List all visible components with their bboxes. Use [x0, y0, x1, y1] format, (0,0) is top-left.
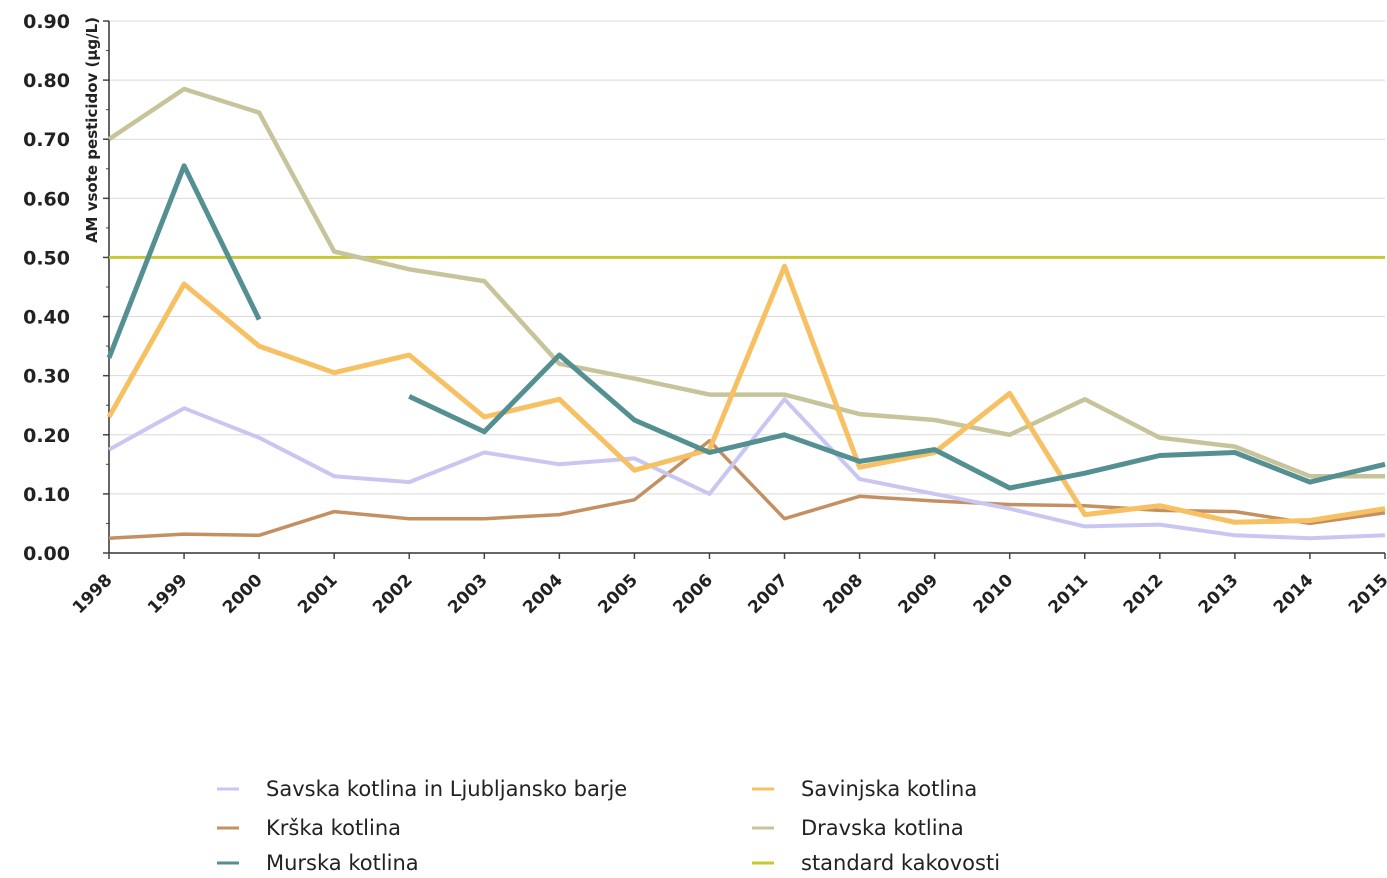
x-tick-label: 1998	[69, 570, 117, 618]
x-tick-label: 2000	[219, 570, 267, 618]
x-tick-label: 2011	[1045, 570, 1093, 618]
series-lines	[106, 86, 1386, 541]
legend-label: Dravska kotlina	[801, 816, 964, 840]
x-tick-label: 2003	[444, 570, 492, 618]
series-line	[108, 397, 1386, 541]
x-tick-label: 2005	[594, 570, 642, 618]
axes	[103, 20, 1386, 559]
x-tick-label: 1999	[144, 570, 192, 618]
x-tick-label: 2012	[1120, 570, 1168, 618]
legend-label: Murska kotlina	[266, 851, 419, 874]
x-tick-label: 2006	[669, 570, 717, 618]
series-line	[106, 163, 1386, 491]
legend-label: Savinjska kotlina	[801, 777, 977, 801]
x-tick-label: 2009	[895, 570, 943, 618]
y-tick-label: 0.40	[23, 307, 70, 329]
x-tick-label: 2001	[294, 570, 342, 618]
y-tick-label: 0.50	[23, 247, 70, 269]
legend-label: standard kakovosti	[801, 851, 1000, 874]
y-tick-label: 0.90	[23, 11, 70, 33]
x-tick-label: 2002	[369, 570, 417, 618]
x-tick-label: 2010	[970, 570, 1018, 618]
y-tick-label: 0.00	[23, 543, 70, 565]
x-tick-label: 2013	[1195, 570, 1243, 618]
x-tick-label: 2004	[519, 570, 567, 618]
y-tick-label: 0.10	[23, 484, 70, 506]
series-line	[107, 86, 1385, 479]
y-tick-label: 0.70	[23, 129, 70, 151]
y-tick-label: 0.80	[23, 70, 70, 92]
series-line	[106, 263, 1386, 525]
y-axis-label: AM vsote pesticidov (µg/L)	[83, 17, 101, 243]
y-tick-label: 0.60	[23, 188, 70, 210]
y-tick-label: 0.20	[23, 425, 70, 447]
legend-label: Krška kotlina	[266, 816, 401, 840]
x-tick-label: 2014	[1270, 570, 1318, 618]
x-tick-label: 2015	[1345, 570, 1387, 618]
legend-label: Savska kotlina in Ljubljansko barje	[266, 777, 627, 801]
legend: Savska kotlina in Ljubljansko barje Krška…	[217, 777, 1000, 875]
x-tick-label: 2007	[744, 570, 792, 618]
x-tick-label: 2008	[820, 570, 868, 618]
y-tick-label: 0.30	[23, 366, 70, 388]
